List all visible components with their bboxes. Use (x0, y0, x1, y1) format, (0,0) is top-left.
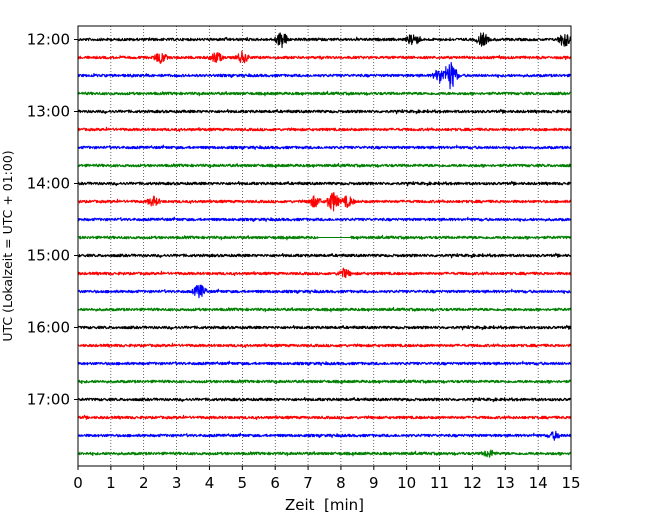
trace-17:15 (77, 414, 572, 421)
trace-14:30 (77, 216, 572, 223)
y-axis: 12:00 13:00 14:00 15:00 16:00 17:00 (27, 31, 78, 409)
trace-13:45 (77, 162, 572, 169)
trace-17:00 (77, 396, 572, 403)
trace-12:00 (77, 32, 572, 49)
y-tick-label: 17:00 (27, 391, 70, 409)
trace-16:30 (77, 360, 572, 367)
trace-13:15 (77, 126, 572, 133)
trace-15:15 (77, 267, 572, 279)
x-axis: 0 1 2 3 4 5 6 7 8 9 10 11 12 13 14 15 (73, 466, 581, 492)
x-tick-label: 4 (205, 474, 215, 492)
x-tick-label: 10 (397, 474, 416, 492)
x-tick-label: 2 (139, 474, 149, 492)
trace-13:00 (77, 108, 572, 115)
x-tick-label: 9 (369, 474, 379, 492)
x-tick-label: 11 (430, 474, 449, 492)
trace-16:00 (77, 324, 572, 331)
trace-12:15 (77, 50, 572, 64)
x-axis-label: Zeit [min] (285, 496, 364, 514)
trace-15:30 (77, 284, 572, 299)
x-tick-label: 13 (496, 474, 515, 492)
trace-16:15 (77, 342, 572, 349)
x-tick-label: 0 (73, 474, 83, 492)
trace-14:45 (77, 234, 572, 241)
x-tick-label: 5 (238, 474, 248, 492)
trace-17:45 (77, 449, 572, 458)
x-tick-label: 7 (303, 474, 313, 492)
y-axis-label: UTC (Lokalzeit = UTC + 01:00) (0, 150, 15, 341)
trace-12:30 (77, 61, 572, 90)
y-tick-label: 12:00 (27, 31, 70, 49)
y-tick-label: 13:00 (27, 103, 70, 121)
y-tick-label: 15:00 (27, 247, 70, 265)
x-tick-label: 3 (172, 474, 182, 492)
trace-17:30 (77, 430, 572, 441)
trace-16:45 (77, 378, 572, 385)
trace-14:00 (77, 180, 572, 187)
y-tick-label: 14:00 (27, 175, 70, 193)
x-tick-label: 8 (336, 474, 346, 492)
trace-12:45 (77, 90, 572, 97)
x-tick-label: 15 (561, 474, 580, 492)
trace-15:00 (77, 252, 572, 259)
trace-15:45 (77, 306, 572, 313)
x-tick-label: 14 (529, 474, 548, 492)
x-tick-label: 12 (463, 474, 482, 492)
traces (77, 32, 572, 458)
y-tick-label: 16:00 (27, 319, 70, 337)
plot-frame (77, 25, 572, 467)
trace-13:30 (77, 144, 572, 151)
trace-14:15 (77, 192, 572, 212)
x-tick-label: 1 (106, 474, 116, 492)
x-tick-label: 6 (270, 474, 280, 492)
